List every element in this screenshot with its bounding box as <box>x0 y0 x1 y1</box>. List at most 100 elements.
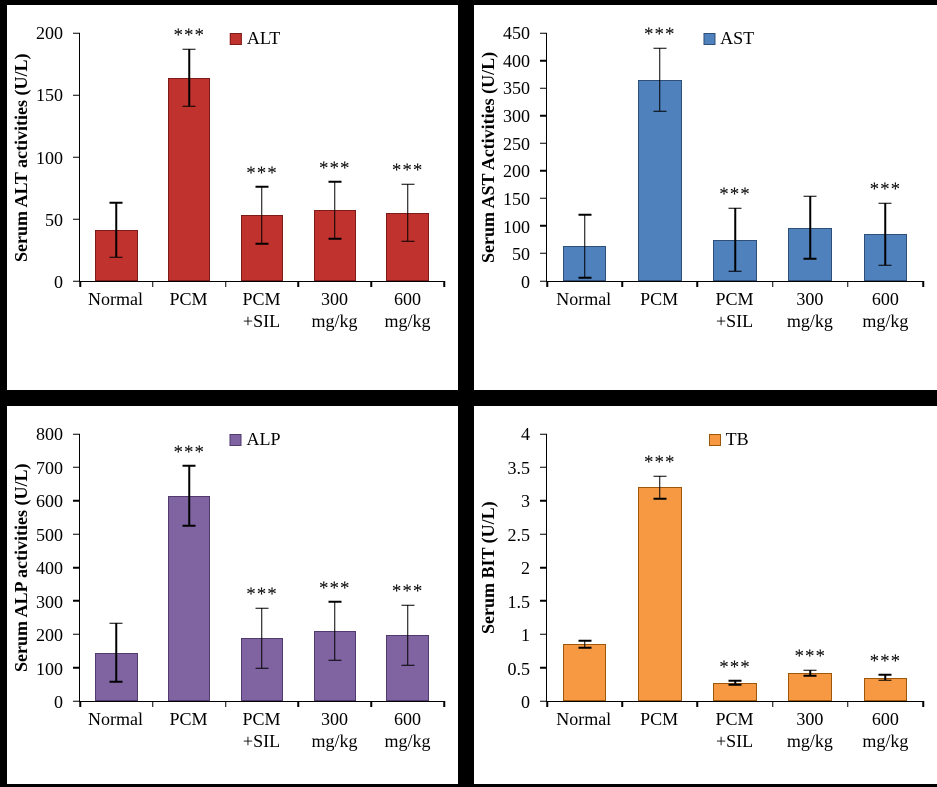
x-tick-mark <box>621 701 623 707</box>
legend-swatch <box>229 32 242 45</box>
tb-chart-panel: Serum BIT (U/L) TB 0 0.5 1 1.5 2 2.5 3 3.5 4 ***… <box>474 406 937 784</box>
error-bar-cap-top <box>878 202 892 205</box>
error-bar-cap-top <box>653 47 667 50</box>
significance-label: *** <box>391 581 424 603</box>
bar-group: *** <box>697 434 772 701</box>
x-tick-mark <box>546 281 548 287</box>
y-tick-mark <box>540 533 547 535</box>
x-tick-mark <box>922 281 924 287</box>
error-bar-cap-bottom <box>401 664 415 667</box>
error-bar-cap-bottom <box>328 659 342 662</box>
error-bar-cap-bottom <box>728 684 742 686</box>
y-tick-mark <box>73 218 80 220</box>
x-tick-mark <box>370 281 372 287</box>
error-bar <box>261 186 263 244</box>
error-bar-cap-bottom <box>328 238 342 240</box>
y-tick-label: 200 <box>503 161 530 182</box>
bar-group <box>547 33 622 281</box>
significance-label: *** <box>644 24 676 46</box>
x-tick-mark <box>224 701 227 707</box>
legend-label: AST <box>720 28 755 48</box>
x-axis-labels: Normal PCM PCM +SIL 300 mg/kg 600 mg/kg <box>79 282 444 332</box>
ast-chart-panel: Serum AST Activities (U/L) AST 0 50 100 150… <box>474 5 937 390</box>
x-category-label: PCM +SIL <box>715 709 754 751</box>
y-tick-mark <box>540 197 547 200</box>
x-tick-mark <box>297 281 300 287</box>
significance-label: *** <box>246 162 278 184</box>
y-tick-mark <box>73 566 80 569</box>
legend-label: ALT <box>246 28 281 48</box>
error-bar-cap-top <box>328 181 342 183</box>
error-bar-cap-bottom <box>653 498 667 500</box>
y-tick-mark <box>73 32 80 34</box>
y-tick-mark <box>540 666 547 669</box>
significance-label: *** <box>246 584 278 606</box>
error-bar-cap-bottom <box>803 674 817 677</box>
legend-swatch <box>703 32 716 45</box>
x-category-label: PCM +SIL <box>715 289 754 331</box>
x-tick-mark <box>771 701 774 707</box>
y-tick-mark <box>540 114 547 117</box>
y-tick-label: 0 <box>521 272 530 292</box>
y-tick-mark <box>73 280 80 282</box>
y-tick-label: 200 <box>36 625 63 645</box>
y-tick-mark <box>73 700 80 702</box>
y-tick-label: 700 <box>36 457 63 478</box>
y-tick-label: 400 <box>503 50 530 71</box>
error-bar <box>659 476 661 499</box>
error-bar-cap-bottom <box>878 264 892 266</box>
x-tick-mark <box>771 281 774 287</box>
y-tick-label: 3 <box>521 491 530 511</box>
error-bar <box>406 605 409 666</box>
error-bar-cap-top <box>255 607 269 609</box>
y-tick-label: 0 <box>54 692 63 712</box>
y-tick-mark <box>73 433 80 435</box>
x-category-label: PCM <box>169 709 208 729</box>
error-bar <box>261 608 263 669</box>
bar-group: *** <box>848 33 923 281</box>
significance-label: *** <box>319 157 351 179</box>
y-tick-mark <box>73 533 80 535</box>
bar <box>386 635 429 701</box>
error-bar <box>583 214 586 278</box>
error-bar <box>406 184 409 242</box>
x-category-label: PCM +SIL <box>242 289 281 331</box>
x-tick-mark <box>546 701 548 707</box>
y-tick-label: 0 <box>54 272 63 292</box>
y-axis-ticks: 0 100 200 300 400 500 600 700 800 <box>7 425 71 711</box>
y-tick-label: 500 <box>36 524 63 545</box>
bar <box>168 495 211 701</box>
y-tick-mark <box>73 466 80 469</box>
x-tick-mark <box>443 701 445 707</box>
bar <box>637 487 682 701</box>
x-axis-labels: Normal PCM PCM +SIL 300 mg/kg 600 mg/kg <box>79 702 444 752</box>
y-tick-mark <box>73 633 80 635</box>
x-tick-mark <box>152 281 154 287</box>
error-bar <box>115 202 118 258</box>
x-tick-mark <box>696 701 699 707</box>
y-tick-label: 2 <box>521 558 530 578</box>
error-bar-cap-top <box>728 680 742 682</box>
y-tick-mark <box>540 59 547 62</box>
x-category-label: 300 mg/kg <box>786 709 833 751</box>
x-tick-mark <box>621 281 623 287</box>
y-tick-label: 100 <box>36 658 63 679</box>
y-tick-mark <box>73 600 80 602</box>
error-bar-cap-top <box>182 464 196 467</box>
y-axis-ticks: 0 50 100 150 200 <box>7 24 71 291</box>
error-bar <box>734 208 736 272</box>
y-tick-label: 0.5 <box>507 658 531 679</box>
error-bar-cap-top <box>803 195 817 197</box>
significance-label: *** <box>869 650 902 672</box>
error-bar-cap-top <box>578 214 592 216</box>
x-category-label: 300 mg/kg <box>311 289 358 331</box>
y-tick-label: 300 <box>503 106 530 126</box>
y-tick-mark <box>73 666 80 669</box>
error-bar-cap-bottom <box>109 256 123 259</box>
y-tick-label: 3.5 <box>507 457 531 478</box>
x-tick-mark <box>696 281 699 287</box>
error-bar-cap-bottom <box>728 270 742 272</box>
y-tick-label: 100 <box>503 216 530 237</box>
y-tick-label: 250 <box>503 133 530 154</box>
x-tick-mark <box>922 701 924 707</box>
